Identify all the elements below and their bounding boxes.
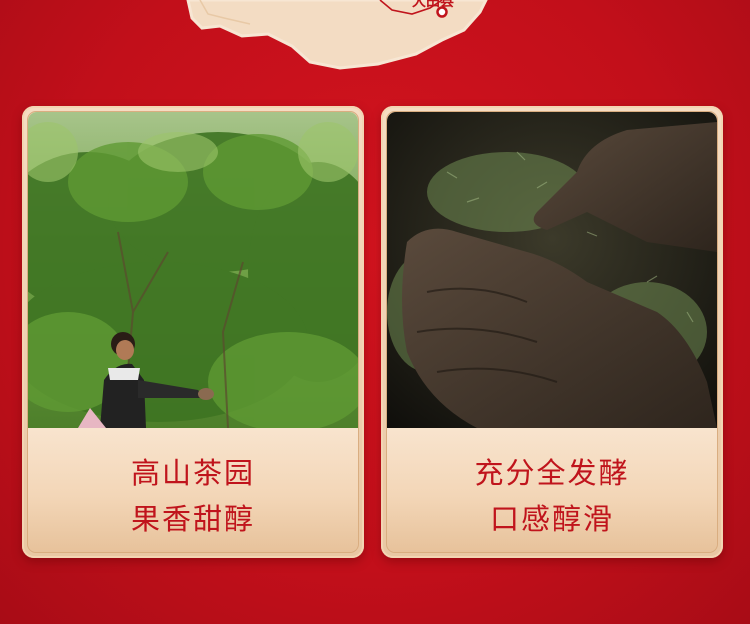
map-county-label: 大田县	[412, 0, 454, 10]
caption-line-1: 高山茶园	[130, 456, 255, 490]
caption-line-2: 口感醇滑	[489, 502, 614, 536]
map-fragment: 大田县	[180, 0, 500, 75]
tea-picker-figure	[78, 332, 214, 428]
feature-card-fermentation: 充分全发酵 口感醇滑	[381, 106, 723, 558]
caption-area: 高山茶园 果香甜醇	[28, 428, 358, 552]
location-pin-icon	[436, 6, 448, 18]
tea-garden-photo	[28, 112, 358, 428]
caption-line-1: 充分全发酵	[474, 456, 630, 490]
caption-line-2: 果香甜醇	[130, 502, 255, 536]
feature-card-tea-garden: 高山茶园 果香甜醇	[22, 106, 364, 558]
caption-area: 充分全发酵 口感醇滑	[387, 428, 717, 552]
hands-tea-photo	[387, 112, 717, 428]
card-border	[386, 111, 718, 553]
